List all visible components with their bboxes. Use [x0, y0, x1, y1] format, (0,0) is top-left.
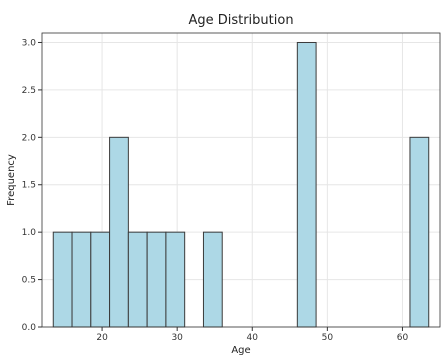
- x-axis-ticks: 20 30 40 50 60: [96, 327, 408, 343]
- y-tick-label: 0.0: [22, 323, 37, 333]
- y-tick-label: 2.0: [22, 133, 37, 143]
- histogram-bar: [409, 136, 430, 328]
- y-tick-label: 1.5: [22, 181, 36, 191]
- plot-frame: [41, 32, 441, 328]
- histogram-bar: [52, 231, 73, 328]
- y-tick-label: 2.5: [22, 86, 36, 96]
- x-tick-label: 50: [322, 333, 334, 343]
- x-tick-label: 20: [96, 333, 108, 343]
- histogram-bar: [109, 136, 129, 328]
- histogram-bar: [296, 41, 317, 328]
- x-tick-label: 30: [171, 333, 183, 343]
- histogram-bar: [165, 231, 186, 328]
- y-axis-ticks: 0.0 0.5 1.0 1.5 2.0 2.5 3.0: [22, 38, 42, 333]
- y-axis-label: Frequency: [6, 154, 17, 206]
- y-tick-label: 3.0: [22, 38, 37, 48]
- x-axis-label: Age: [231, 345, 250, 356]
- histogram-bar: [202, 231, 223, 328]
- histogram-bar: [127, 231, 148, 328]
- x-tick-label: 40: [247, 333, 259, 343]
- histogram-bar: [71, 231, 92, 328]
- histogram-bars: [52, 41, 430, 328]
- histogram-bar: [90, 231, 111, 328]
- x-tick-label: 60: [397, 333, 409, 343]
- chart-title: Age Distribution: [188, 13, 293, 28]
- y-tick-label: 1.0: [22, 228, 37, 238]
- y-tick-label: 0.5: [22, 276, 36, 286]
- histogram-bar: [146, 231, 167, 328]
